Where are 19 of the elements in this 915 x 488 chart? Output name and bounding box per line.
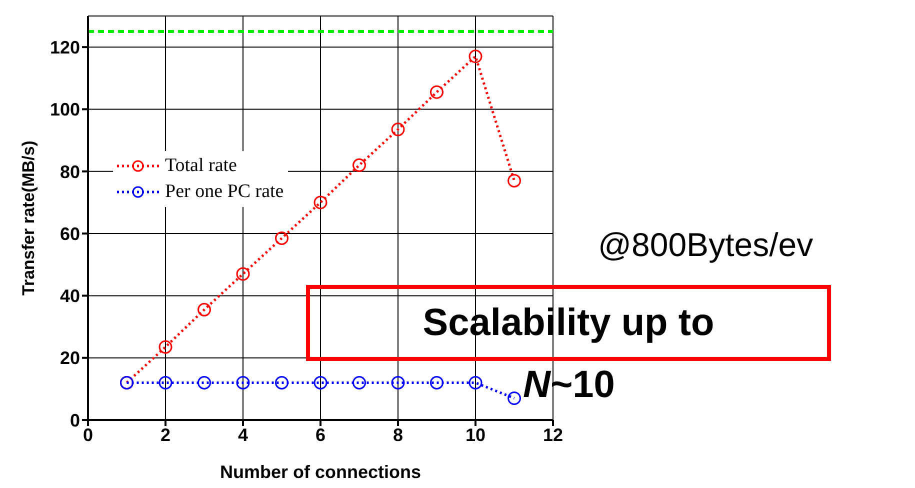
y-tick-label: 20 [60,348,80,368]
y-tick-label: 60 [60,224,80,244]
x-axis-title: Number of connections [220,462,422,482]
y-tick-label: 0 [70,410,80,430]
legend-label: Per one PC rate [165,181,284,203]
x-tick-label: 10 [465,424,486,445]
y-tick-label: 100 [50,100,80,120]
legend-label: Total rate [165,155,237,177]
x-tick-label: 2 [160,424,171,445]
x-tick-label: 0 [82,424,94,445]
text: @800Bytes/ev [598,226,814,264]
y-tick-label: 40 [60,286,80,306]
x-tick-label: 12 [542,424,564,445]
y-tick-label: 80 [60,162,80,182]
x-tick-label: 4 [238,424,248,445]
y-axis-title: Transfer rate(MB/s) [19,140,38,296]
y-tick-label: 120 [50,37,80,58]
x-tick-label: 8 [392,424,404,445]
x-tick-label: 6 [315,424,326,445]
